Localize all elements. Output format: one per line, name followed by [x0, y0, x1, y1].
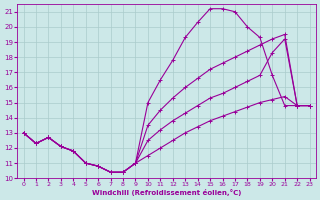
X-axis label: Windchill (Refroidissement éolien,°C): Windchill (Refroidissement éolien,°C): [92, 189, 241, 196]
